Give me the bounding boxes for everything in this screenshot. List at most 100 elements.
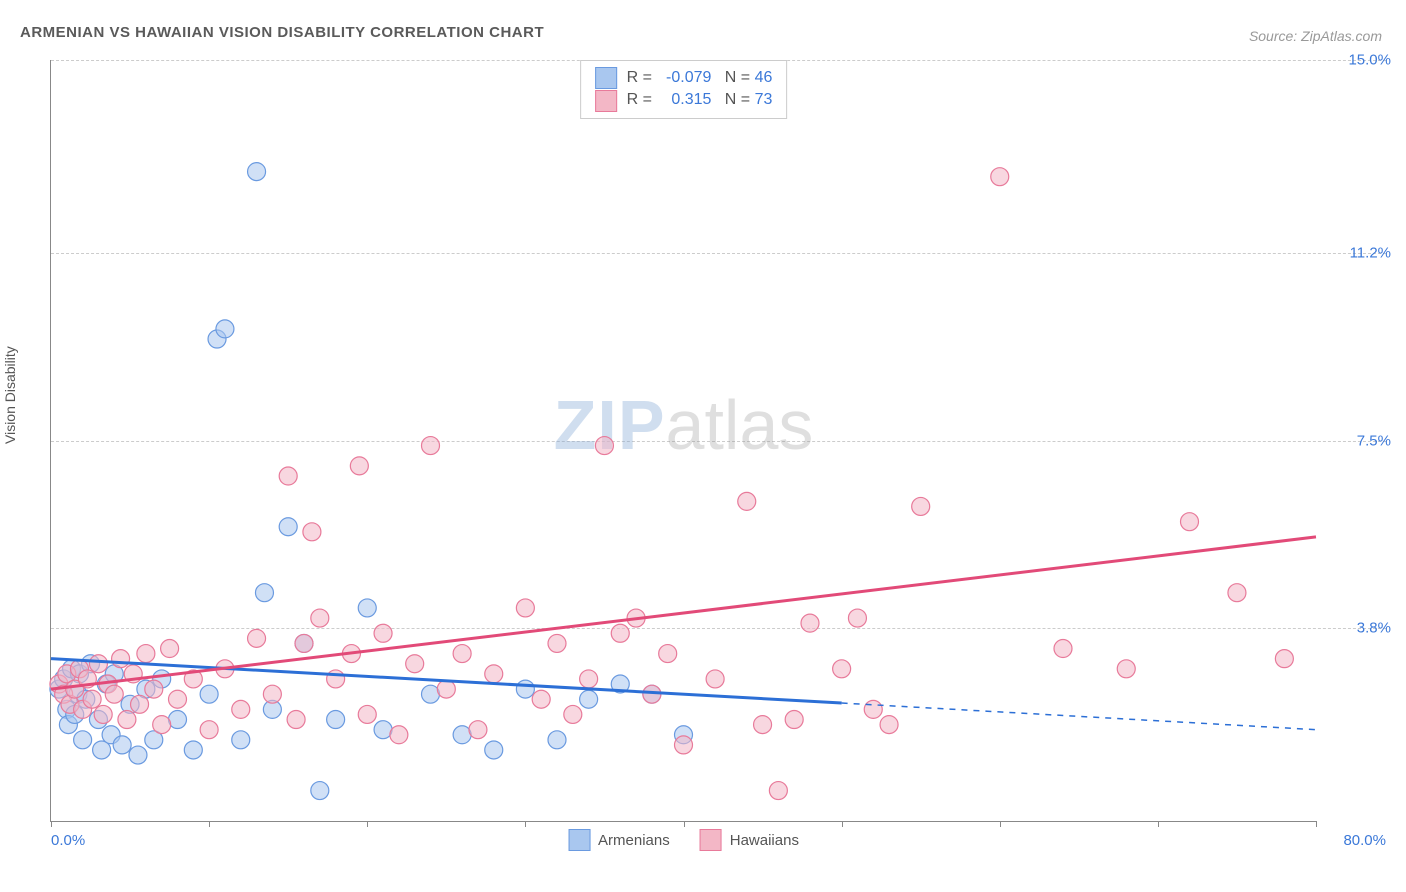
data-point — [216, 320, 234, 338]
data-point — [469, 721, 487, 739]
data-point — [437, 680, 455, 698]
data-point — [580, 670, 598, 688]
data-point — [991, 168, 1009, 186]
ytick-label: 3.8% — [1357, 620, 1391, 637]
ytick-label: 15.0% — [1348, 52, 1391, 69]
data-point — [255, 584, 273, 602]
data-point — [611, 624, 629, 642]
swatch-hawaiians — [595, 90, 617, 112]
xtick — [684, 821, 685, 827]
data-point — [485, 741, 503, 759]
r-value-hawaiians: 0.315 — [656, 89, 711, 111]
data-point — [390, 726, 408, 744]
data-point — [161, 640, 179, 658]
legend-label-hawaiians: Hawaiians — [730, 832, 799, 849]
data-point — [548, 731, 566, 749]
data-point — [516, 599, 534, 617]
data-point — [311, 782, 329, 800]
data-point — [113, 736, 131, 754]
data-point — [406, 655, 424, 673]
n-value-hawaiians: 73 — [755, 91, 773, 108]
data-point — [311, 609, 329, 627]
data-point — [263, 685, 281, 703]
data-point — [754, 716, 772, 734]
data-point — [453, 645, 471, 663]
data-point — [131, 695, 149, 713]
r-label: R = — [627, 69, 652, 86]
data-point — [358, 705, 376, 723]
data-point — [564, 705, 582, 723]
data-point — [769, 782, 787, 800]
n-label: N = — [725, 91, 750, 108]
data-point — [548, 634, 566, 652]
x-max-label: 80.0% — [1343, 832, 1386, 849]
legend-label-armenians: Armenians — [598, 832, 670, 849]
data-point — [516, 680, 534, 698]
data-point — [1054, 640, 1072, 658]
xtick — [51, 821, 52, 827]
data-point — [675, 736, 693, 754]
data-point — [848, 609, 866, 627]
data-point — [295, 634, 313, 652]
n-value-armenians: 46 — [755, 69, 773, 86]
data-point — [105, 685, 123, 703]
xtick — [1000, 821, 1001, 827]
data-point — [129, 746, 147, 764]
chart-title: ARMENIAN VS HAWAIIAN VISION DISABILITY C… — [20, 24, 544, 41]
data-point — [248, 629, 266, 647]
xtick — [367, 821, 368, 827]
data-point — [287, 711, 305, 729]
xtick — [209, 821, 210, 827]
data-point — [169, 690, 187, 708]
xtick — [525, 821, 526, 827]
data-point — [532, 690, 550, 708]
scatter-svg — [51, 60, 1316, 821]
stats-text-hawaiians: R = 0.315 N = 73 — [627, 89, 773, 111]
x-min-label: 0.0% — [51, 832, 85, 849]
data-point — [200, 721, 218, 739]
data-point — [145, 680, 163, 698]
data-point — [912, 497, 930, 515]
ytick-label: 11.2% — [1350, 244, 1391, 261]
data-point — [94, 705, 112, 723]
y-axis-label: Vision Disability — [2, 346, 18, 444]
stats-legend-box: R = -0.079 N = 46 R = 0.315 N = 73 — [580, 60, 788, 119]
data-point — [350, 457, 368, 475]
legend-swatch-armenians — [568, 829, 590, 851]
n-label: N = — [725, 69, 750, 86]
data-point — [659, 645, 677, 663]
trend-line-extrapolated — [842, 703, 1316, 730]
data-point — [374, 624, 392, 642]
stats-text-armenians: R = -0.079 N = 46 — [627, 67, 773, 89]
r-label: R = — [627, 91, 652, 108]
data-point — [595, 437, 613, 455]
data-point — [1275, 650, 1293, 668]
data-point — [83, 690, 101, 708]
xtick — [1158, 821, 1159, 827]
legend-item-armenians: Armenians — [568, 829, 670, 851]
data-point — [327, 670, 345, 688]
series-legend: Armenians Hawaiians — [568, 829, 799, 851]
swatch-armenians — [595, 67, 617, 89]
data-point — [137, 645, 155, 663]
ytick-label: 7.5% — [1357, 432, 1391, 449]
data-point — [833, 660, 851, 678]
data-point — [485, 665, 503, 683]
data-point — [738, 492, 756, 510]
data-point — [89, 655, 107, 673]
data-point — [232, 700, 250, 718]
data-point — [1117, 660, 1135, 678]
data-point — [801, 614, 819, 632]
data-point — [303, 523, 321, 541]
legend-item-hawaiians: Hawaiians — [700, 829, 799, 851]
data-point — [279, 518, 297, 536]
data-point — [184, 741, 202, 759]
data-point — [1181, 513, 1199, 531]
data-point — [580, 690, 598, 708]
data-point — [327, 711, 345, 729]
plot-area: ZIPatlas R = -0.079 N = 46 R = 0.315 N =… — [50, 60, 1316, 822]
legend-swatch-hawaiians — [700, 829, 722, 851]
r-value-armenians: -0.079 — [656, 67, 711, 89]
data-point — [200, 685, 218, 703]
data-point — [880, 716, 898, 734]
